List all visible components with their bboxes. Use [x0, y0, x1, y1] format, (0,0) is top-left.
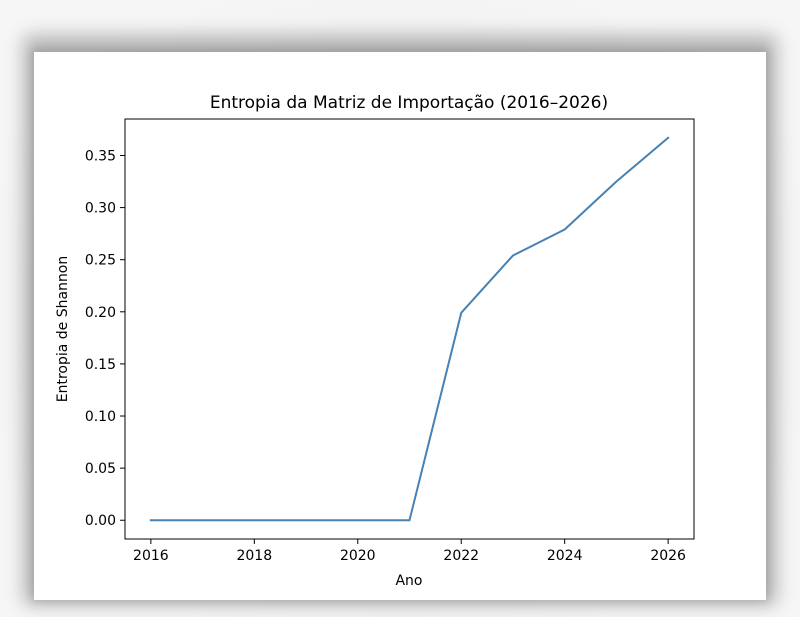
y-tick-label: 0.15	[85, 357, 116, 373]
y-tick-label: 0.30	[85, 201, 116, 217]
series-line	[149, 136, 670, 522]
x-axis: 2016 2018 2020 2022 2024 2026	[133, 539, 686, 564]
y-tick-label: 0.20	[85, 305, 116, 321]
x-tick-label: 2022	[443, 548, 479, 564]
chart-card: Entropia da Matriz de Importação (2016–2…	[34, 52, 766, 600]
x-axis-label: Ano	[395, 573, 422, 589]
x-tick-label: 2026	[650, 548, 686, 564]
x-tick-label: 2016	[133, 548, 169, 564]
y-tick-label: 0.35	[85, 148, 116, 164]
y-tick-label: 0.10	[85, 409, 116, 425]
y-tick-label: 0.25	[85, 253, 116, 269]
y-axis-label: Entropia de Shannon	[55, 256, 71, 403]
y-axis: 0.00 0.05 0.10 0.15 0.20 0.25 0.30 0.35	[85, 148, 125, 529]
line-chart: Entropia da Matriz de Importação (2016–2…	[55, 93, 695, 589]
plot-frame	[124, 118, 695, 540]
x-tick-label: 2018	[236, 548, 272, 564]
y-tick-label: 0.00	[85, 513, 116, 529]
y-tick-label: 0.05	[85, 461, 116, 477]
x-tick-label: 2024	[547, 548, 583, 564]
plot-area	[149, 136, 670, 522]
chart-title: Entropia da Matriz de Importação (2016–2…	[210, 93, 608, 113]
x-tick-label: 2020	[340, 548, 376, 564]
